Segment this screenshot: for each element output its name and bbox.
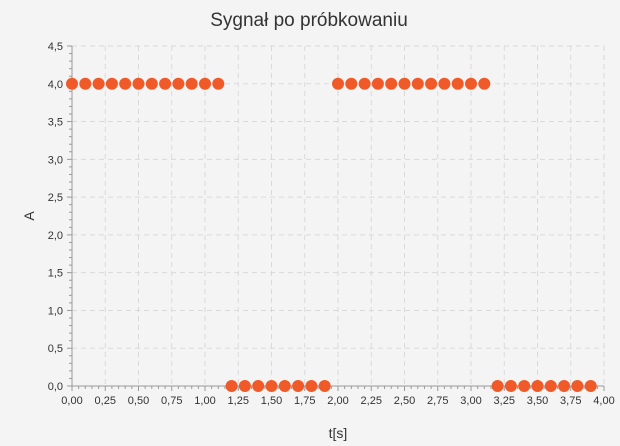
chart-title: Sygnał po próbkowaniu <box>210 10 408 31</box>
data-point <box>518 380 531 392</box>
data-point <box>145 77 158 90</box>
data-point <box>371 77 384 90</box>
data-point <box>238 380 251 392</box>
y-tick-label: 2,5 <box>48 192 63 204</box>
data-point <box>544 380 557 392</box>
y-tick-label: 3,0 <box>48 154 63 166</box>
data-point <box>345 77 358 90</box>
data-point <box>119 77 132 90</box>
data-point <box>292 380 305 392</box>
data-point <box>332 77 344 90</box>
x-tick-label: 2,50 <box>394 395 415 407</box>
y-tick-label: 2,0 <box>48 230 63 242</box>
x-tick-label: 4,00 <box>593 395 614 407</box>
x-tick-label: 0,50 <box>128 395 149 407</box>
data-point <box>425 77 438 90</box>
y-tick-label: 4,5 <box>48 41 63 53</box>
x-tick-label: 1,50 <box>261 395 282 407</box>
x-axis-label: t[s] <box>329 425 348 441</box>
data-point <box>212 77 225 90</box>
data-point <box>584 380 597 392</box>
data-point <box>225 380 238 392</box>
data-point <box>92 77 105 90</box>
data-point <box>531 380 544 392</box>
data-point <box>478 77 491 90</box>
x-tick-label: 0,00 <box>61 395 82 407</box>
y-tick-label: 1,0 <box>48 305 63 317</box>
x-tick-label: 1,25 <box>228 395 249 407</box>
data-point <box>318 380 331 392</box>
data-point <box>465 77 477 90</box>
data-points <box>66 77 597 392</box>
x-tick-label: 1,75 <box>294 395 315 407</box>
ticks: 0,00 0,25 0,50 0,75 1,00 1,25 1,50 1,75 2,00 2,25… <box>48 41 615 407</box>
data-point <box>132 77 145 90</box>
data-point <box>558 380 571 392</box>
x-tick-label: 1,00 <box>194 395 215 407</box>
data-point <box>411 77 424 90</box>
data-point <box>105 77 118 90</box>
data-point <box>185 77 198 90</box>
data-point <box>172 77 185 90</box>
data-point <box>252 380 265 392</box>
data-point <box>571 380 584 392</box>
x-tick-label: 3,75 <box>560 395 581 407</box>
x-tick-label: 2,25 <box>361 395 382 407</box>
y-tick-label: 0,0 <box>48 381 63 393</box>
data-point <box>305 380 318 392</box>
data-point <box>159 77 172 90</box>
y-tick-label: 4,0 <box>48 79 63 91</box>
x-tick-label: 2,00 <box>327 395 348 407</box>
x-tick-label: 3,50 <box>527 395 548 407</box>
data-point <box>358 77 371 90</box>
x-tick-label: 3,00 <box>460 395 481 407</box>
data-point <box>504 380 517 392</box>
x-tick-label: 3,25 <box>494 395 515 407</box>
y-tick-label: 1,5 <box>48 268 63 280</box>
data-point <box>199 77 211 90</box>
y-axis-label: A <box>21 211 37 221</box>
grid <box>72 45 605 386</box>
data-point <box>265 380 278 392</box>
data-point <box>451 77 464 90</box>
data-point <box>491 380 504 392</box>
data-point <box>385 77 398 90</box>
data-point <box>438 77 451 90</box>
data-point <box>66 77 78 90</box>
x-tick-label: 2,75 <box>427 395 448 407</box>
x-tick-label: 0,75 <box>161 395 182 407</box>
data-point <box>278 380 291 392</box>
y-tick-label: 0,5 <box>48 343 63 355</box>
x-tick-label: 0,25 <box>95 395 116 407</box>
data-point <box>79 77 92 90</box>
y-tick-label: 3,5 <box>48 117 63 129</box>
data-point <box>398 77 411 90</box>
